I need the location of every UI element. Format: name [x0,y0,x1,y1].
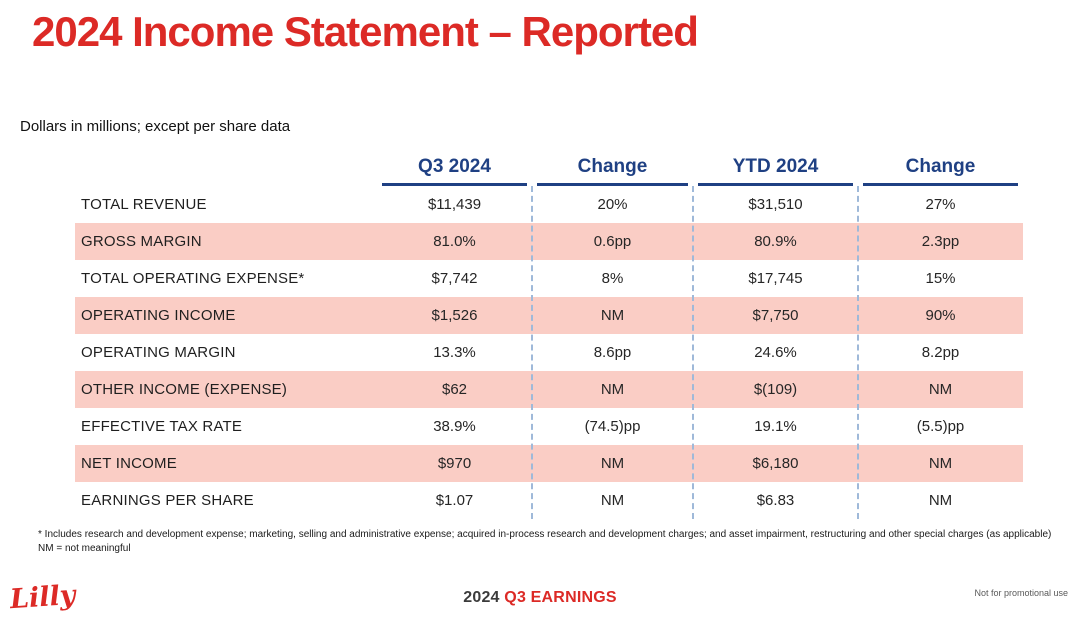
ytd-change: NM [928,455,953,472]
q3-value: 38.9% [433,418,476,435]
ytd-change: 2.3pp [921,233,960,250]
ytd-change: (5.5)pp [916,418,965,435]
table-row-total-operating-expense: TOTAL OPERATING EXPENSE* $7,742 8% $17,7… [75,260,1023,297]
row-label: OTHER INCOME (EXPENSE) [81,381,288,398]
q3-change: 0.6pp [593,233,632,250]
q3-change: 8% [601,270,624,287]
table-row-earnings-per-share: EARNINGS PER SHARE $1.07 NM $6.83 NM [75,482,1023,519]
ytd-value: $17,745 [748,270,803,287]
q3-change: NM [600,492,625,509]
ytd-value: $7,750 [752,307,799,324]
q3-value: $7,742 [431,270,478,287]
ytd-change: 15% [925,270,956,287]
row-label: TOTAL OPERATING EXPENSE* [81,270,305,287]
q3-value: $970 [437,455,472,472]
column-divider [692,186,694,519]
q3-change: NM [600,455,625,472]
q3-change: (74.5)pp [584,418,641,435]
column-divider [857,186,859,519]
ytd-value: $(109) [753,381,798,398]
table-row-operating-income: OPERATING INCOME $1,526 NM $7,750 90% [75,297,1023,334]
ytd-change: 90% [925,307,956,324]
footnote-operating-expense: * Includes research and development expe… [38,529,1052,540]
column-divider [531,186,533,519]
q3-change: NM [600,381,625,398]
column-header-ytd-2024: YTD 2024 [698,150,853,186]
q3-change: 20% [597,196,628,213]
table-row-net-income: NET INCOME $970 NM $6,180 NM [75,445,1023,482]
table-row-gross-margin: GROSS MARGIN 81.0% 0.6pp 80.9% 2.3pp [75,223,1023,260]
ytd-value: 19.1% [754,418,797,435]
row-label: OPERATING INCOME [81,307,236,324]
table-row-effective-tax-rate: EFFECTIVE TAX RATE 38.9% (74.5)pp 19.1% … [75,408,1023,445]
q3-value: $1.07 [435,492,474,509]
row-label: OPERATING MARGIN [81,344,236,361]
column-header-q3-2024: Q3 2024 [382,150,527,186]
footer-event: Q3 EARNINGS [504,589,617,606]
ytd-value: $6,180 [752,455,799,472]
promotional-use-note: Not for promotional use [974,588,1068,598]
q3-value: $62 [441,381,468,398]
footer-year: 2024 [463,589,505,606]
table-row-total-revenue: TOTAL REVENUE $11,439 20% $31,510 27% [75,186,1023,223]
ytd-value: $6.83 [756,492,795,509]
page-title: 2024 Income Statement – Reported [32,8,699,55]
units-note: Dollars in millions; except per share da… [20,118,291,135]
ytd-value: 80.9% [754,233,797,250]
ytd-value: 24.6% [754,344,797,361]
row-label: GROSS MARGIN [81,233,202,250]
ytd-change: 8.2pp [921,344,960,361]
row-label: EARNINGS PER SHARE [81,492,254,509]
footer-event-title: 2024 Q3 EARNINGS [0,589,1080,607]
row-label: TOTAL REVENUE [81,196,207,213]
footnote-nm-definition: NM = not meaningful [38,543,131,554]
column-header-ytd-change: Change [863,150,1018,186]
q3-change: 8.6pp [593,344,632,361]
q3-value: 13.3% [433,344,476,361]
row-label: NET INCOME [81,455,177,472]
ytd-change: NM [928,381,953,398]
q3-value: $11,439 [427,196,482,213]
ytd-value: $31,510 [748,196,803,213]
table-row-other-income-expense: OTHER INCOME (EXPENSE) $62 NM $(109) NM [75,371,1023,408]
row-label: EFFECTIVE TAX RATE [81,418,243,435]
income-statement-table: Q3 2024 Change YTD 2024 Change TOTAL REV… [75,148,1023,519]
ytd-change: NM [928,492,953,509]
column-header-q3-change: Change [537,150,688,186]
q3-change: NM [600,307,625,324]
q3-value: $1,526 [431,307,478,324]
table-header: Q3 2024 Change YTD 2024 Change [75,148,1023,186]
q3-value: 81.0% [433,233,476,250]
table-row-operating-margin: OPERATING MARGIN 13.3% 8.6pp 24.6% 8.2pp [75,334,1023,371]
ytd-change: 27% [925,196,956,213]
